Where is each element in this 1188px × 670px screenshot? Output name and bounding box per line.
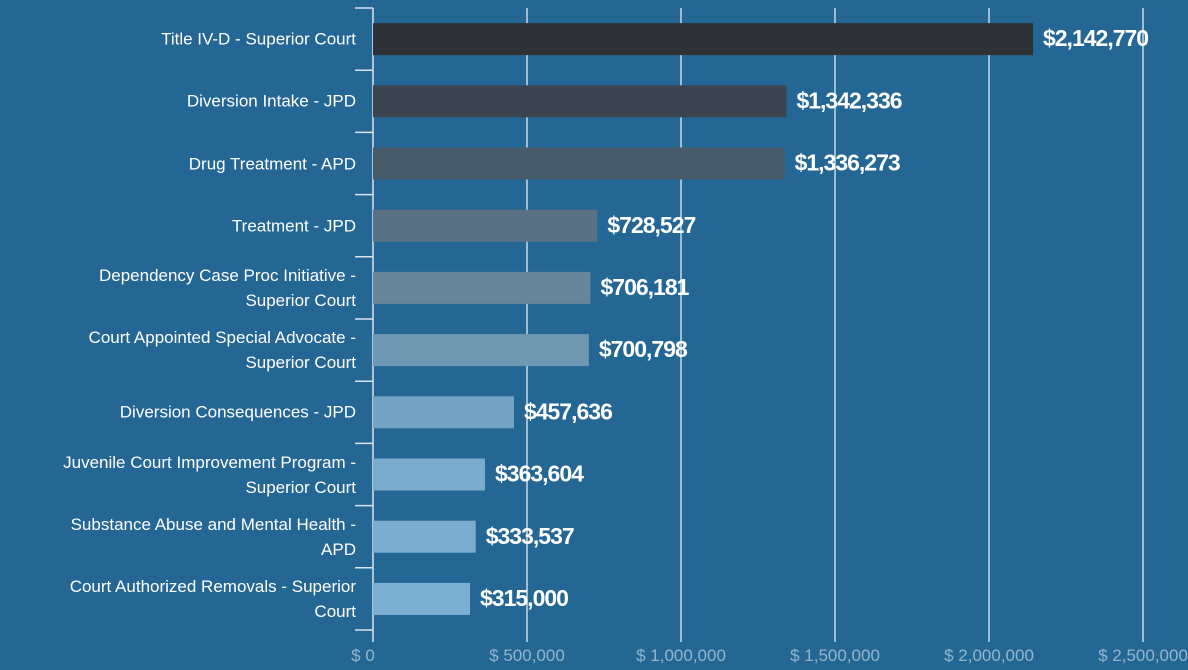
category-label: Dependency Case Proc Initiative - Superi… [98,265,356,310]
bar [373,209,598,242]
category-label: Court Appointed Special Advocate - Super… [88,328,356,373]
category-label: Court Authorized Removals - Superior Cou… [69,576,356,621]
x-tick-label: $ 500,000 [489,646,565,665]
category-label: Treatment - JPD [231,216,356,236]
value-label: $457,636 [524,398,612,424]
bar [373,271,591,304]
x-tick-label: $ 2,000,000 [944,646,1034,665]
bar [373,582,471,615]
bar [373,23,1033,56]
bar [373,85,787,118]
bar [373,147,785,180]
bar [373,334,589,367]
x-tick-label: $ 1,000,000 [636,646,726,665]
category-label: Drug Treatment - APD [188,154,356,173]
bar [373,396,514,429]
value-label: $2,142,770 [1043,25,1148,51]
category-label: Title IV-D - Superior Court [161,29,356,49]
value-label: $700,798 [599,336,688,362]
x-tick-label: $ 0 [351,646,375,665]
bar [373,520,476,553]
value-label: $1,336,273 [795,150,900,176]
x-tick-label: $ 2,500,000 [1098,646,1188,665]
category-label: Substance Abuse and Mental Health - APD [70,514,356,559]
value-label: $363,604 [495,461,584,487]
value-label: $333,537 [486,523,574,549]
bar [373,458,485,491]
category-label: Juvenile Court Improvement Program - Sup… [63,452,356,497]
value-label: $706,181 [601,274,690,300]
value-label: $1,342,336 [796,87,901,113]
category-label: Diversion Intake - JPD [186,91,356,111]
value-label: $728,527 [607,212,695,238]
value-label: $315,000 [480,585,568,611]
category-label: Diversion Consequences - JPD [119,402,356,422]
x-tick-label: $ 1,500,000 [790,646,880,665]
